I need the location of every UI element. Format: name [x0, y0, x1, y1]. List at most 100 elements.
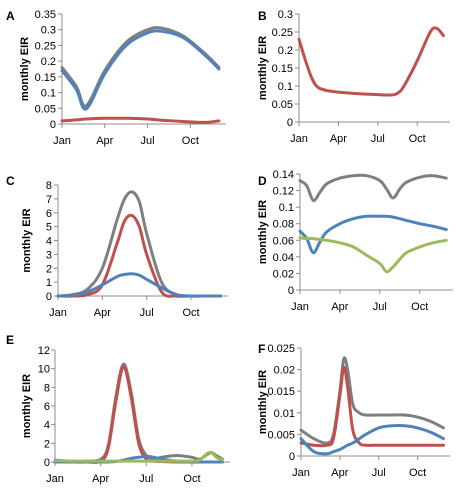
y-tick-label: 0 — [289, 451, 295, 463]
series-line-1 — [298, 173, 448, 203]
series-line-1 — [56, 190, 223, 298]
y-tick-label: 2 — [44, 438, 50, 450]
x-tick-label: Jan — [46, 473, 64, 485]
x-tick-label: Jul — [372, 467, 386, 479]
y-tick-label: 0.12 — [273, 186, 294, 198]
x-tick-label: Apr — [330, 133, 347, 145]
series-line-2 — [56, 213, 223, 298]
y-tick-label: 0.015 — [267, 386, 295, 398]
x-tick-label: Jul — [371, 133, 385, 145]
x-tick-label: Oct — [182, 135, 199, 147]
x-tick-label: Jan — [292, 467, 310, 479]
y-tick-label: 0 — [288, 285, 294, 297]
series-line-2 — [299, 365, 445, 448]
x-tick-label: Apr — [331, 301, 348, 313]
panel-letter: A — [6, 9, 15, 23]
y-tick-label: 0.005 — [267, 429, 295, 441]
y-axis-label: monthly EIR — [21, 374, 33, 438]
y-tick-label: 2 — [46, 263, 52, 275]
y-tick-label: 7 — [46, 194, 52, 206]
y-tick-label: 12 — [38, 345, 50, 357]
y-tick-label: 0.3 — [41, 25, 56, 37]
series-line-3 — [298, 236, 448, 274]
panel-letter: B — [258, 9, 267, 23]
panel-letter: C — [6, 174, 15, 188]
y-tick-label: 0.2 — [278, 45, 293, 57]
x-tick-label: Oct — [183, 473, 200, 485]
series-line-2 — [60, 29, 221, 111]
y-axis-label: monthly EIR — [19, 37, 31, 101]
series-line-1 — [299, 356, 445, 445]
y-tick-label: 4 — [46, 236, 52, 248]
x-tick-label: Jul — [373, 301, 387, 313]
y-axis-label: monthly EIR — [257, 36, 269, 100]
x-tick-label: Oct — [182, 307, 199, 319]
y-tick-label: 0.02 — [273, 268, 294, 280]
x-tick-label: Apr — [94, 307, 111, 319]
y-tick-label: 0.02 — [274, 365, 295, 377]
panel-letter: E — [6, 333, 14, 347]
series-line-3 — [299, 424, 445, 456]
series-line-2 — [53, 365, 224, 464]
y-tick-label: 0.01 — [274, 408, 295, 420]
y-tick-label: 0.04 — [273, 252, 294, 264]
y-tick-label: 0.05 — [272, 99, 293, 111]
y-tick-label: 10 — [38, 364, 50, 376]
y-tick-label: 1 — [46, 277, 52, 289]
x-tick-label: Jan — [291, 301, 309, 313]
y-tick-label: 0.15 — [272, 63, 293, 75]
y-tick-label: 0.08 — [273, 219, 294, 231]
y-tick-label: 3 — [46, 249, 52, 261]
y-tick-label: 0.35 — [35, 9, 56, 21]
y-tick-label: 0.3 — [278, 9, 293, 21]
y-tick-label: 0 — [46, 291, 52, 303]
y-tick-label: 4 — [44, 420, 50, 432]
x-tick-label: Jul — [139, 473, 153, 485]
series-line-1 — [297, 26, 445, 97]
x-tick-label: Jan — [290, 133, 308, 145]
series-line-3 — [56, 272, 223, 298]
x-tick-label: Apr — [331, 467, 348, 479]
series-line-1 — [60, 26, 221, 108]
y-tick-label: 0.1 — [278, 81, 293, 93]
y-tick-label: 0.25 — [35, 40, 56, 52]
y-tick-label: 6 — [44, 401, 50, 413]
y-tick-label: 0 — [287, 117, 293, 129]
panel-letter: D — [258, 174, 267, 188]
y-tick-label: 0.05 — [35, 103, 56, 115]
series-line-3 — [60, 116, 221, 124]
y-tick-label: 0.1 — [279, 202, 294, 214]
y-tick-label: 5 — [46, 222, 52, 234]
y-tick-label: 8 — [44, 382, 50, 394]
y-tick-label: 0.25 — [272, 27, 293, 39]
series-line-2 — [298, 214, 448, 255]
x-tick-label: Jan — [49, 307, 67, 319]
y-axis-label: monthly EIR — [257, 370, 269, 434]
y-axis-label: monthly EIR — [21, 208, 33, 272]
y-tick-label: 0.15 — [35, 72, 56, 84]
y-tick-label: 0.025 — [267, 343, 295, 355]
panel-letter: F — [258, 342, 265, 356]
y-tick-label: 0.06 — [273, 235, 294, 247]
x-tick-label: Jul — [140, 307, 154, 319]
y-tick-label: 0 — [50, 119, 56, 131]
y-tick-label: 0 — [44, 457, 50, 469]
series-line-4 — [53, 450, 224, 463]
y-tick-label: 8 — [46, 180, 52, 192]
y-tick-label: 0.14 — [273, 169, 294, 181]
x-tick-label: Apr — [92, 473, 109, 485]
y-tick-label: 0.1 — [41, 88, 56, 100]
x-tick-label: Apr — [96, 135, 113, 147]
x-tick-label: Jan — [53, 135, 71, 147]
x-tick-label: Oct — [411, 301, 428, 313]
y-tick-label: 6 — [46, 208, 52, 220]
x-tick-label: Oct — [409, 467, 426, 479]
y-axis-label: monthly EIR — [257, 200, 269, 264]
